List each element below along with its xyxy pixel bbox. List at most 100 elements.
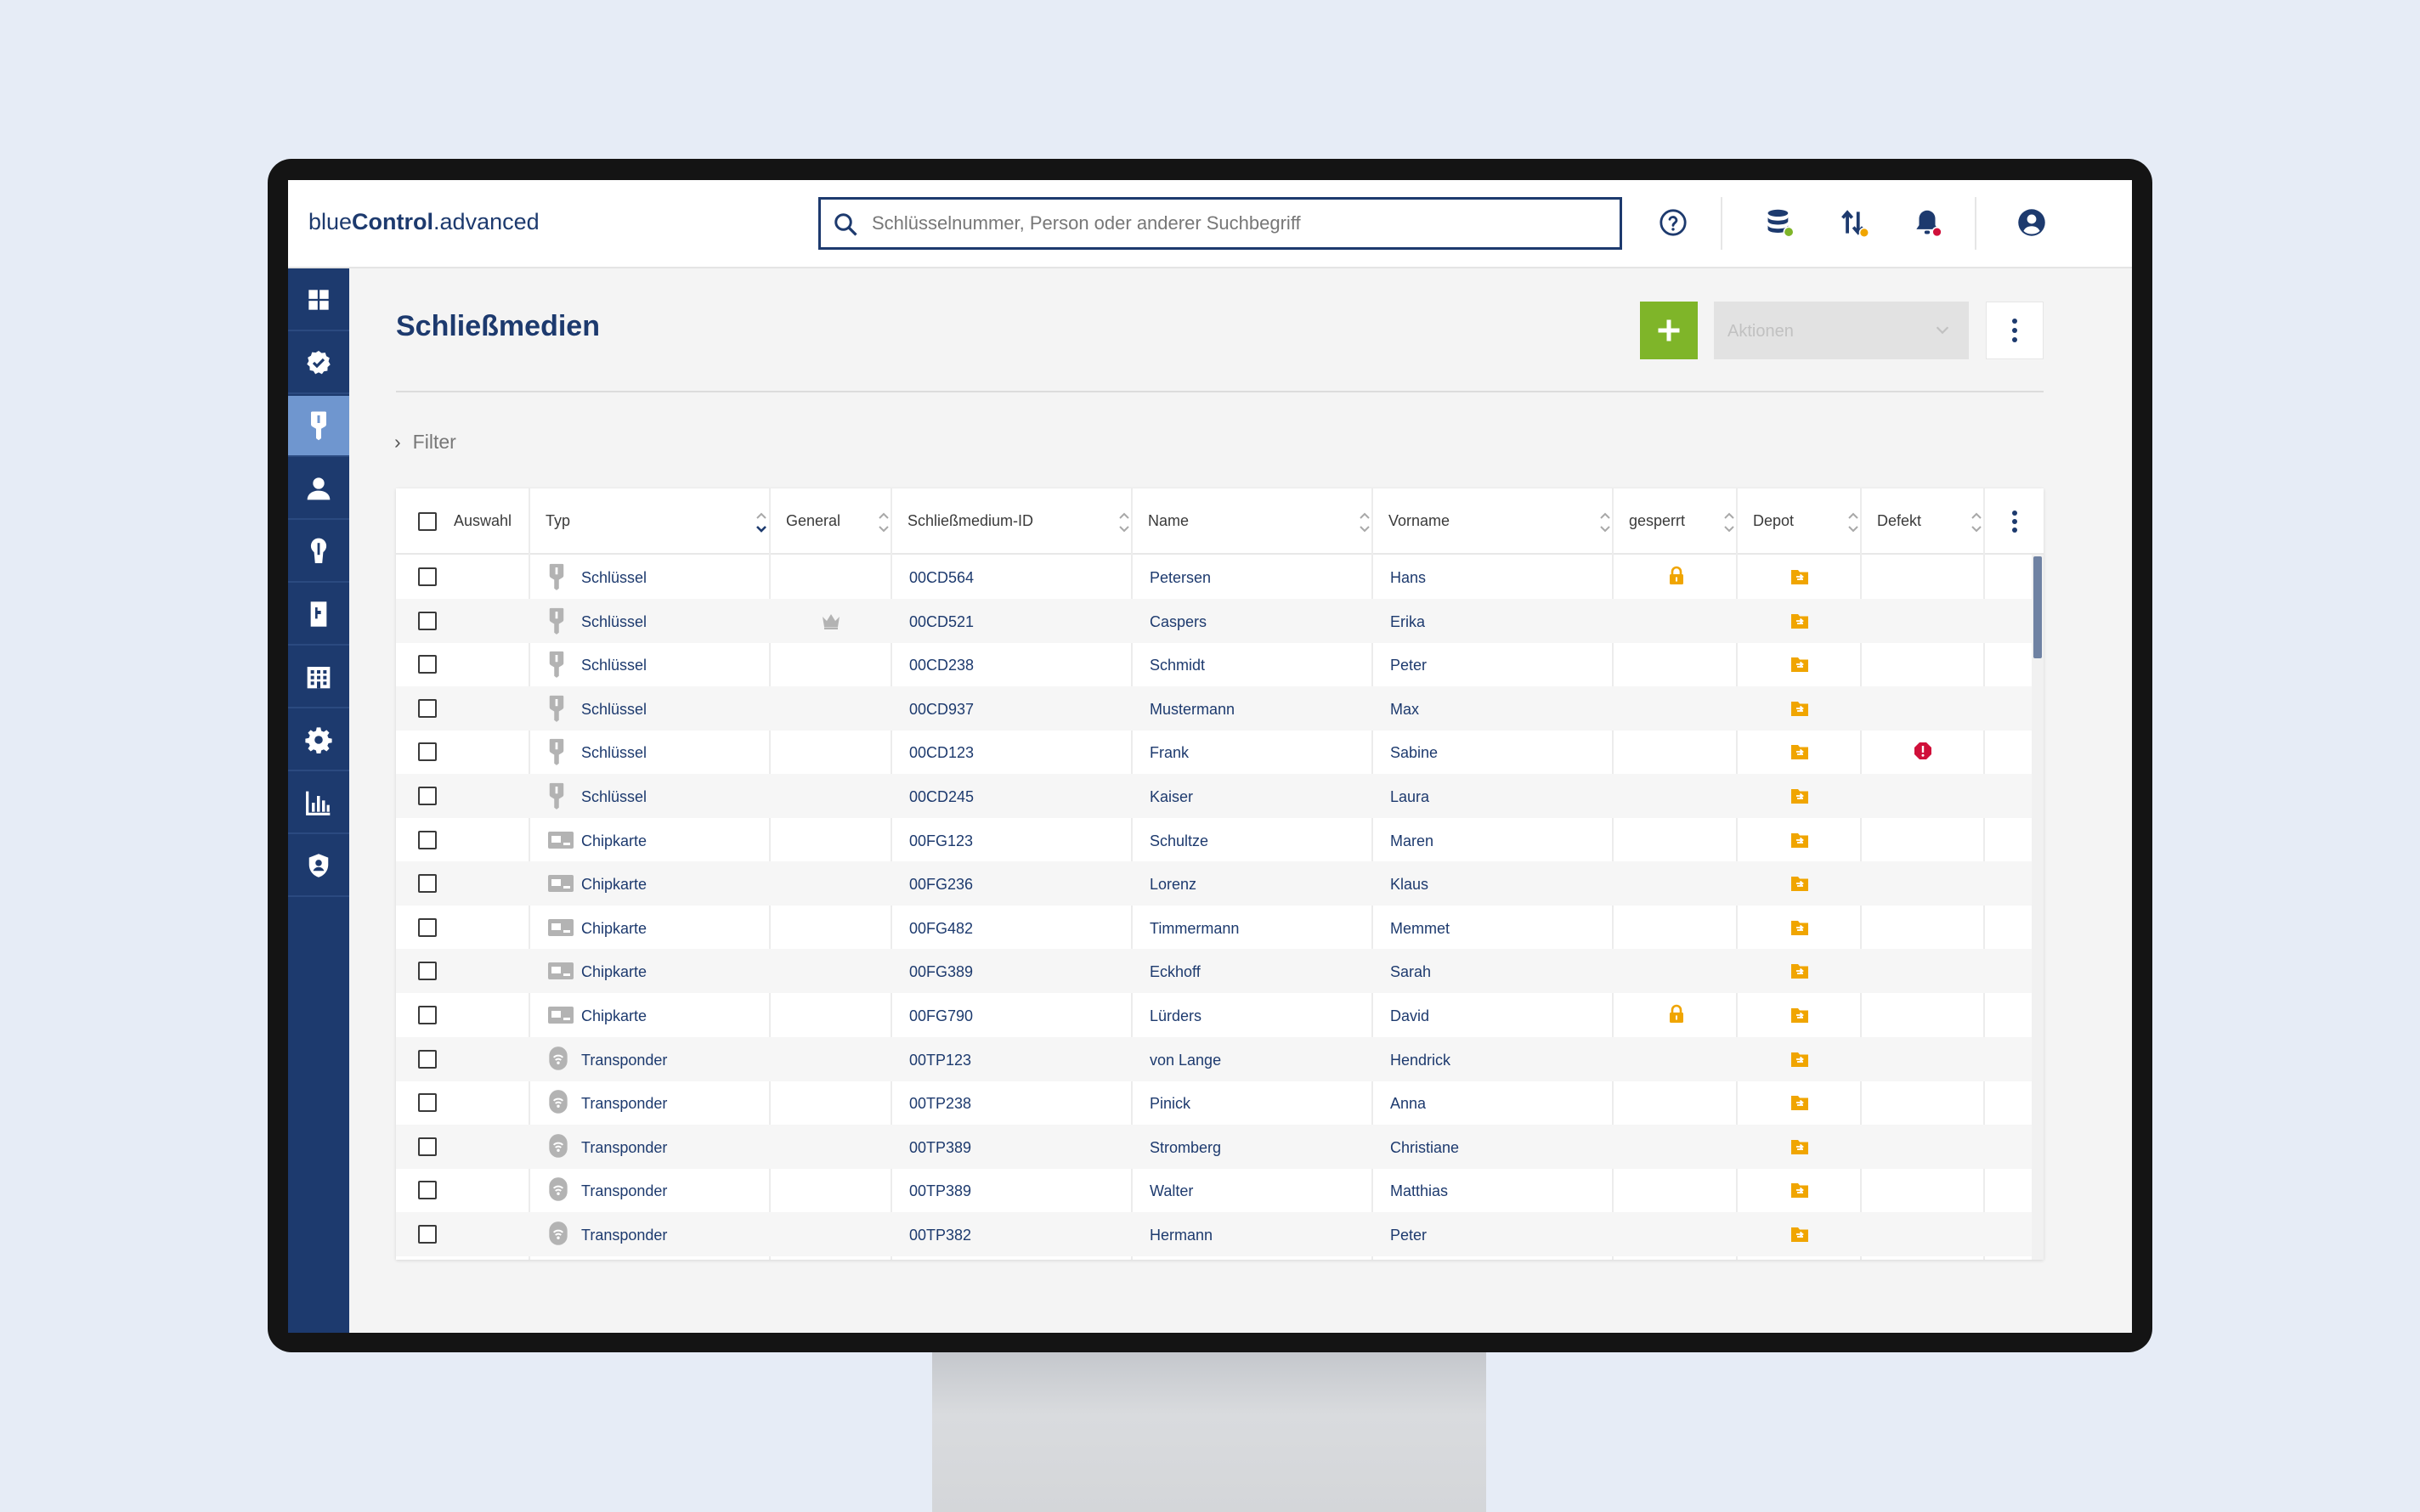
sidebar-item-security[interactable] — [288, 836, 349, 897]
column-header-vorname[interactable]: Vorname — [1373, 488, 1614, 555]
table-row[interactable]: Chipkarte 00FG482 Timmermann Memmet — [396, 906, 2032, 950]
column-header-id[interactable]: Schließmedium-ID — [892, 488, 1133, 555]
row-checkbox[interactable] — [418, 742, 437, 762]
monitor-stand — [932, 1351, 1486, 1512]
scrollbar-thumb[interactable] — [2033, 556, 2042, 658]
table-row[interactable]: Transponder 00TP123 von Lange Hendrick — [396, 1036, 2032, 1081]
sidebar-item-dashboard[interactable] — [288, 270, 349, 331]
row-checkbox[interactable] — [418, 611, 437, 630]
row-checkbox[interactable] — [418, 1181, 437, 1200]
sidebar-item-reports[interactable] — [288, 773, 349, 834]
sort-icon[interactable] — [1117, 509, 1131, 536]
sort-icon[interactable] — [1970, 509, 1983, 536]
row-checkbox[interactable] — [418, 1225, 437, 1244]
sidebar-item-keys[interactable] — [288, 396, 349, 457]
cell-typ: Schlüssel — [581, 657, 647, 674]
search-box[interactable] — [818, 197, 1622, 250]
depot-folder-icon[interactable] — [1790, 742, 1810, 765]
column-options-button[interactable] — [1985, 488, 2044, 555]
row-checkbox[interactable] — [418, 787, 437, 805]
column-header-general[interactable]: General — [771, 488, 892, 555]
depot-folder-icon[interactable] — [1790, 1181, 1810, 1204]
column-header-defekt[interactable]: Defekt — [1862, 488, 1985, 555]
sidebar-item-persons[interactable] — [288, 459, 349, 520]
depot-folder-icon[interactable] — [1790, 655, 1810, 678]
sidebar-item-settings[interactable] — [288, 710, 349, 771]
row-checkbox[interactable] — [418, 698, 437, 718]
sort-icon[interactable] — [1598, 509, 1612, 536]
table-row[interactable]: Schlüssel 00CD123 Frank Sabine — [396, 730, 2032, 774]
cell-id: 00FG482 — [909, 919, 974, 937]
table-row[interactable]: Chipkarte 00FG790 Lürders David — [396, 993, 2032, 1037]
sort-descending-icon[interactable] — [755, 509, 768, 536]
cell-vorname: Sabine — [1390, 744, 1439, 762]
table-row[interactable]: Chipkarte 00FG123 Schultze Maren — [396, 818, 2032, 862]
more-options-button[interactable] — [1986, 302, 2044, 359]
table-row[interactable]: Schlüssel 00CD238 Schmidt Peter — [396, 642, 2032, 686]
row-checkbox[interactable] — [418, 655, 437, 674]
depot-folder-icon[interactable] — [1790, 567, 1810, 590]
table-row[interactable]: Chipkarte 00FG236 Lorenz Klaus — [396, 861, 2032, 906]
depot-folder-icon[interactable] — [1790, 1225, 1810, 1248]
column-header-typ[interactable]: Typ — [530, 488, 771, 555]
cell-name: Stromberg — [1150, 1138, 1222, 1156]
table-row[interactable]: Schlüssel 00CD564 Petersen Hans — [396, 555, 2032, 599]
sidebar-item-doors[interactable] — [288, 584, 349, 646]
table-row[interactable]: Transponder 00TP389 Walter Matthias — [396, 1168, 2032, 1212]
add-button[interactable] — [1640, 302, 1698, 359]
table-row[interactable]: Transponder 00TP389 Stromberg Christiane — [396, 1124, 2032, 1169]
sort-icon[interactable] — [1358, 509, 1371, 536]
sidebar-item-cylinders[interactable] — [288, 522, 349, 583]
sort-icon[interactable] — [877, 509, 891, 536]
crown-icon — [821, 612, 841, 635]
filter-toggle[interactable]: › Filter — [394, 431, 456, 454]
row-checkbox[interactable] — [418, 1006, 437, 1024]
depot-folder-icon[interactable] — [1790, 787, 1810, 810]
table-row[interactable]: Schlüssel 00CD521 Caspers Erika — [396, 598, 2032, 643]
table-row[interactable]: Chipkarte 00FG389 Eckhoff Sarah — [396, 949, 2032, 994]
column-header-name[interactable]: Name — [1133, 488, 1373, 555]
table-scrollbar[interactable] — [2032, 555, 2044, 1260]
depot-folder-icon[interactable] — [1790, 918, 1810, 941]
sidebar-item-buildings[interactable] — [288, 647, 349, 708]
table-row[interactable]: Transponder 00TP238 Pinick Anna — [396, 1080, 2032, 1125]
database-icon[interactable] — [1762, 206, 1796, 240]
account-icon[interactable] — [2015, 206, 2049, 240]
actions-dropdown[interactable]: Aktionen — [1714, 302, 1969, 359]
sort-icon[interactable] — [1722, 509, 1736, 536]
cell-vorname: Erika — [1390, 612, 1426, 630]
row-checkbox[interactable] — [418, 567, 437, 586]
search-input[interactable] — [872, 200, 1603, 247]
sidebar-item-approvals[interactable] — [288, 333, 349, 394]
table-row[interactable]: Schlüssel 00CD937 Mustermann Max — [396, 685, 2032, 731]
table-row[interactable]: Schlüssel 00CD245 Kaiser Laura — [396, 774, 2032, 818]
table-row[interactable]: Transponder 00TP382 Hermann Peter — [396, 1212, 2032, 1256]
notification-bell-icon[interactable] — [1910, 206, 1944, 240]
column-header-auswahl: Auswahl — [438, 488, 530, 555]
cell-vorname: Max — [1390, 700, 1420, 718]
cell-typ: Schlüssel — [581, 700, 647, 718]
row-checkbox[interactable] — [418, 1093, 437, 1113]
help-icon[interactable] — [1656, 206, 1690, 240]
row-checkbox[interactable] — [418, 1049, 437, 1069]
select-all-checkbox[interactable] — [418, 512, 437, 531]
row-checkbox[interactable] — [418, 962, 437, 981]
depot-folder-icon[interactable] — [1790, 874, 1810, 897]
depot-folder-icon[interactable] — [1790, 1006, 1810, 1029]
cell-id: 00TP123 — [909, 1051, 972, 1069]
depot-folder-icon[interactable] — [1790, 699, 1810, 722]
depot-folder-icon[interactable] — [1790, 1137, 1810, 1160]
depot-folder-icon[interactable] — [1790, 962, 1810, 984]
sort-icon[interactable] — [1846, 509, 1860, 536]
row-checkbox[interactable] — [418, 917, 437, 937]
row-checkbox[interactable] — [418, 830, 437, 849]
depot-folder-icon[interactable] — [1790, 831, 1810, 854]
column-header-gesperrt[interactable]: gesperrt — [1614, 488, 1738, 555]
depot-folder-icon[interactable] — [1790, 612, 1810, 635]
depot-folder-icon[interactable] — [1790, 1050, 1810, 1073]
row-checkbox[interactable] — [418, 1137, 437, 1156]
sort-transfer-icon[interactable] — [1837, 206, 1871, 240]
row-checkbox[interactable] — [418, 874, 437, 894]
column-header-depot[interactable]: Depot — [1738, 488, 1862, 555]
depot-folder-icon[interactable] — [1790, 1093, 1810, 1116]
